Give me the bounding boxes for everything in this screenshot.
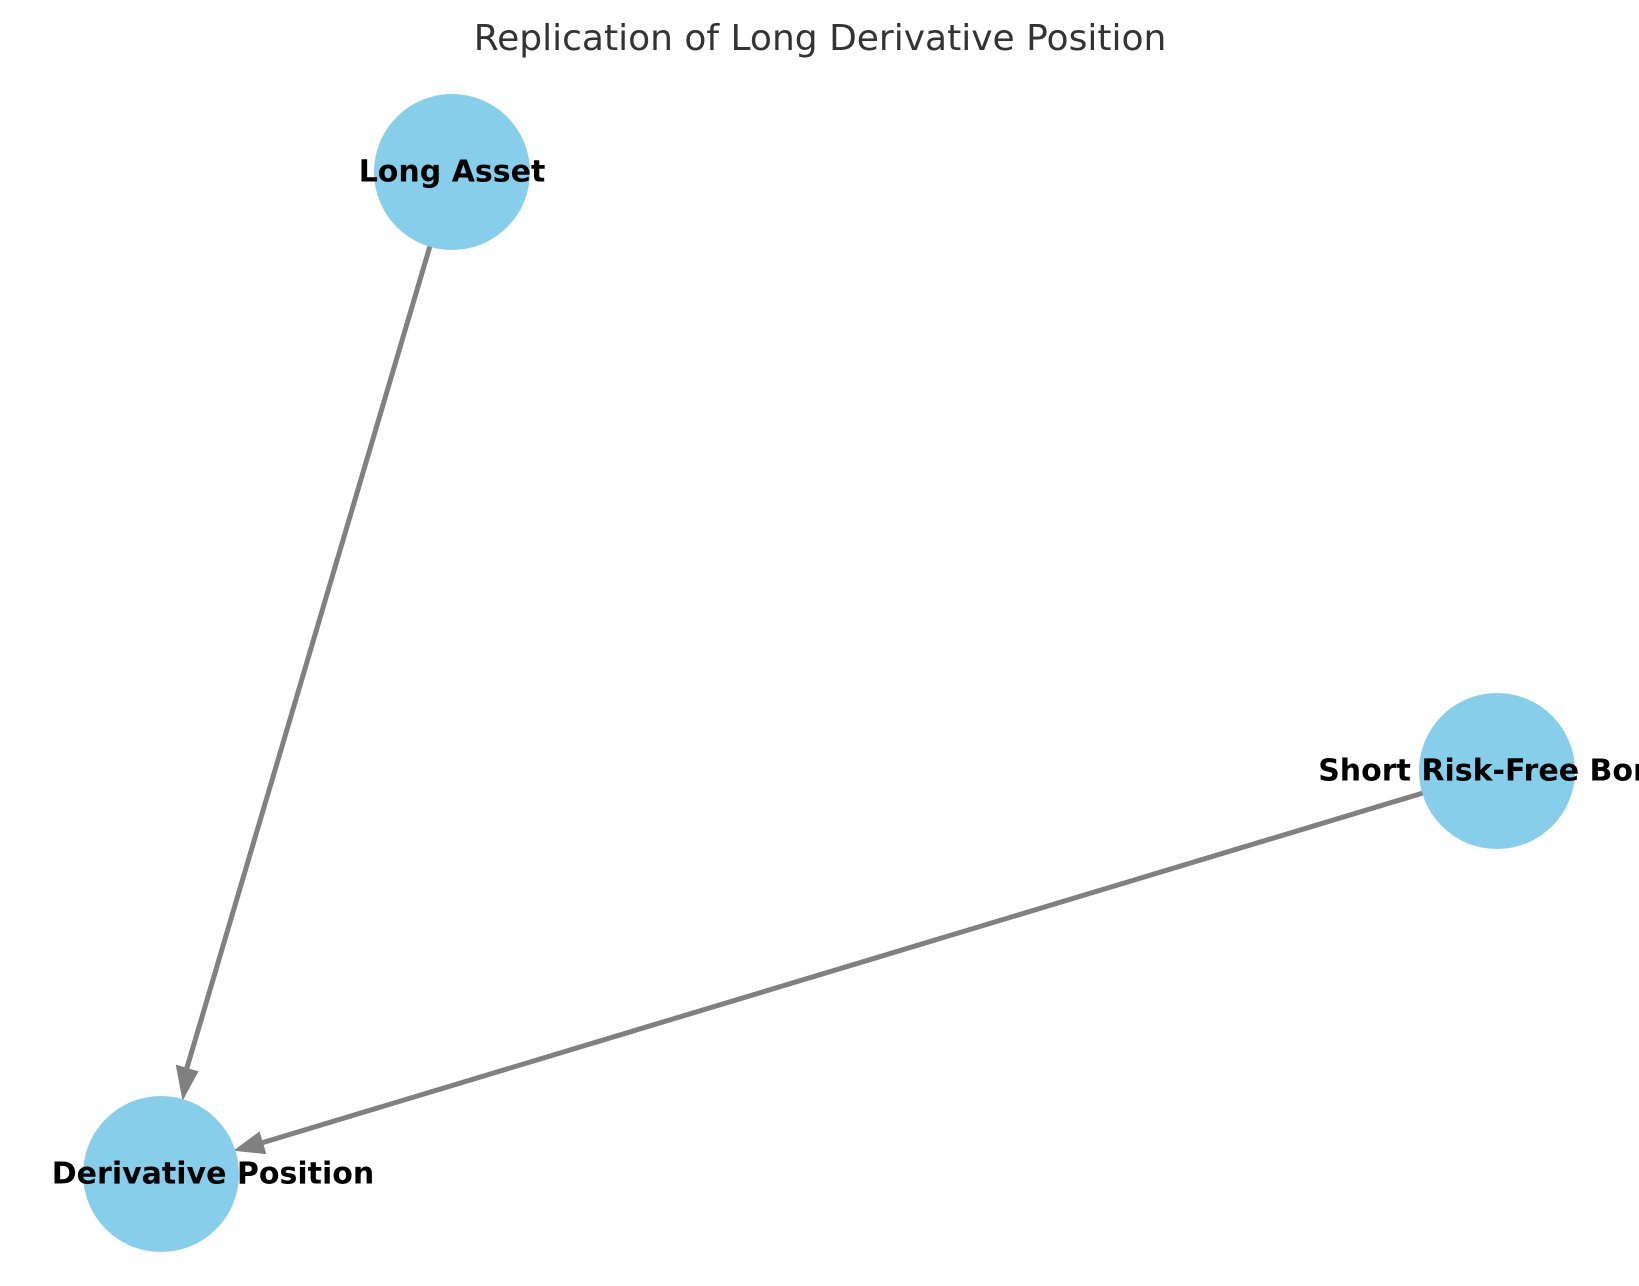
node-short-risk-free-bond: Short Risk-Free Bond <box>1318 693 1639 849</box>
diagram-title: Replication of Long Derivative Position <box>474 18 1167 59</box>
node-long-asset-circle <box>374 94 530 250</box>
node-short-risk-free-bond-circle <box>1419 693 1575 849</box>
node-derivative-position-label: Derivative Position <box>52 1157 374 1192</box>
node-derivative-position-circle <box>83 1096 239 1252</box>
edges-layer <box>175 243 1426 1155</box>
nodes-layer: Long Asset Short Risk-Free Bond Derivati… <box>52 94 1639 1252</box>
node-derivative-position: Derivative Position <box>52 1096 374 1252</box>
node-short-risk-free-bond-label: Short Risk-Free Bond <box>1318 754 1639 789</box>
arrowhead-long-asset-to-derivative <box>175 1064 199 1101</box>
arrowhead-short-bond-to-derivative <box>233 1131 267 1155</box>
node-long-asset: Long Asset <box>359 94 546 250</box>
node-long-asset-label: Long Asset <box>359 155 546 190</box>
edge-short-bond-to-derivative <box>255 790 1426 1147</box>
edge-long-asset-to-derivative <box>183 243 433 1074</box>
